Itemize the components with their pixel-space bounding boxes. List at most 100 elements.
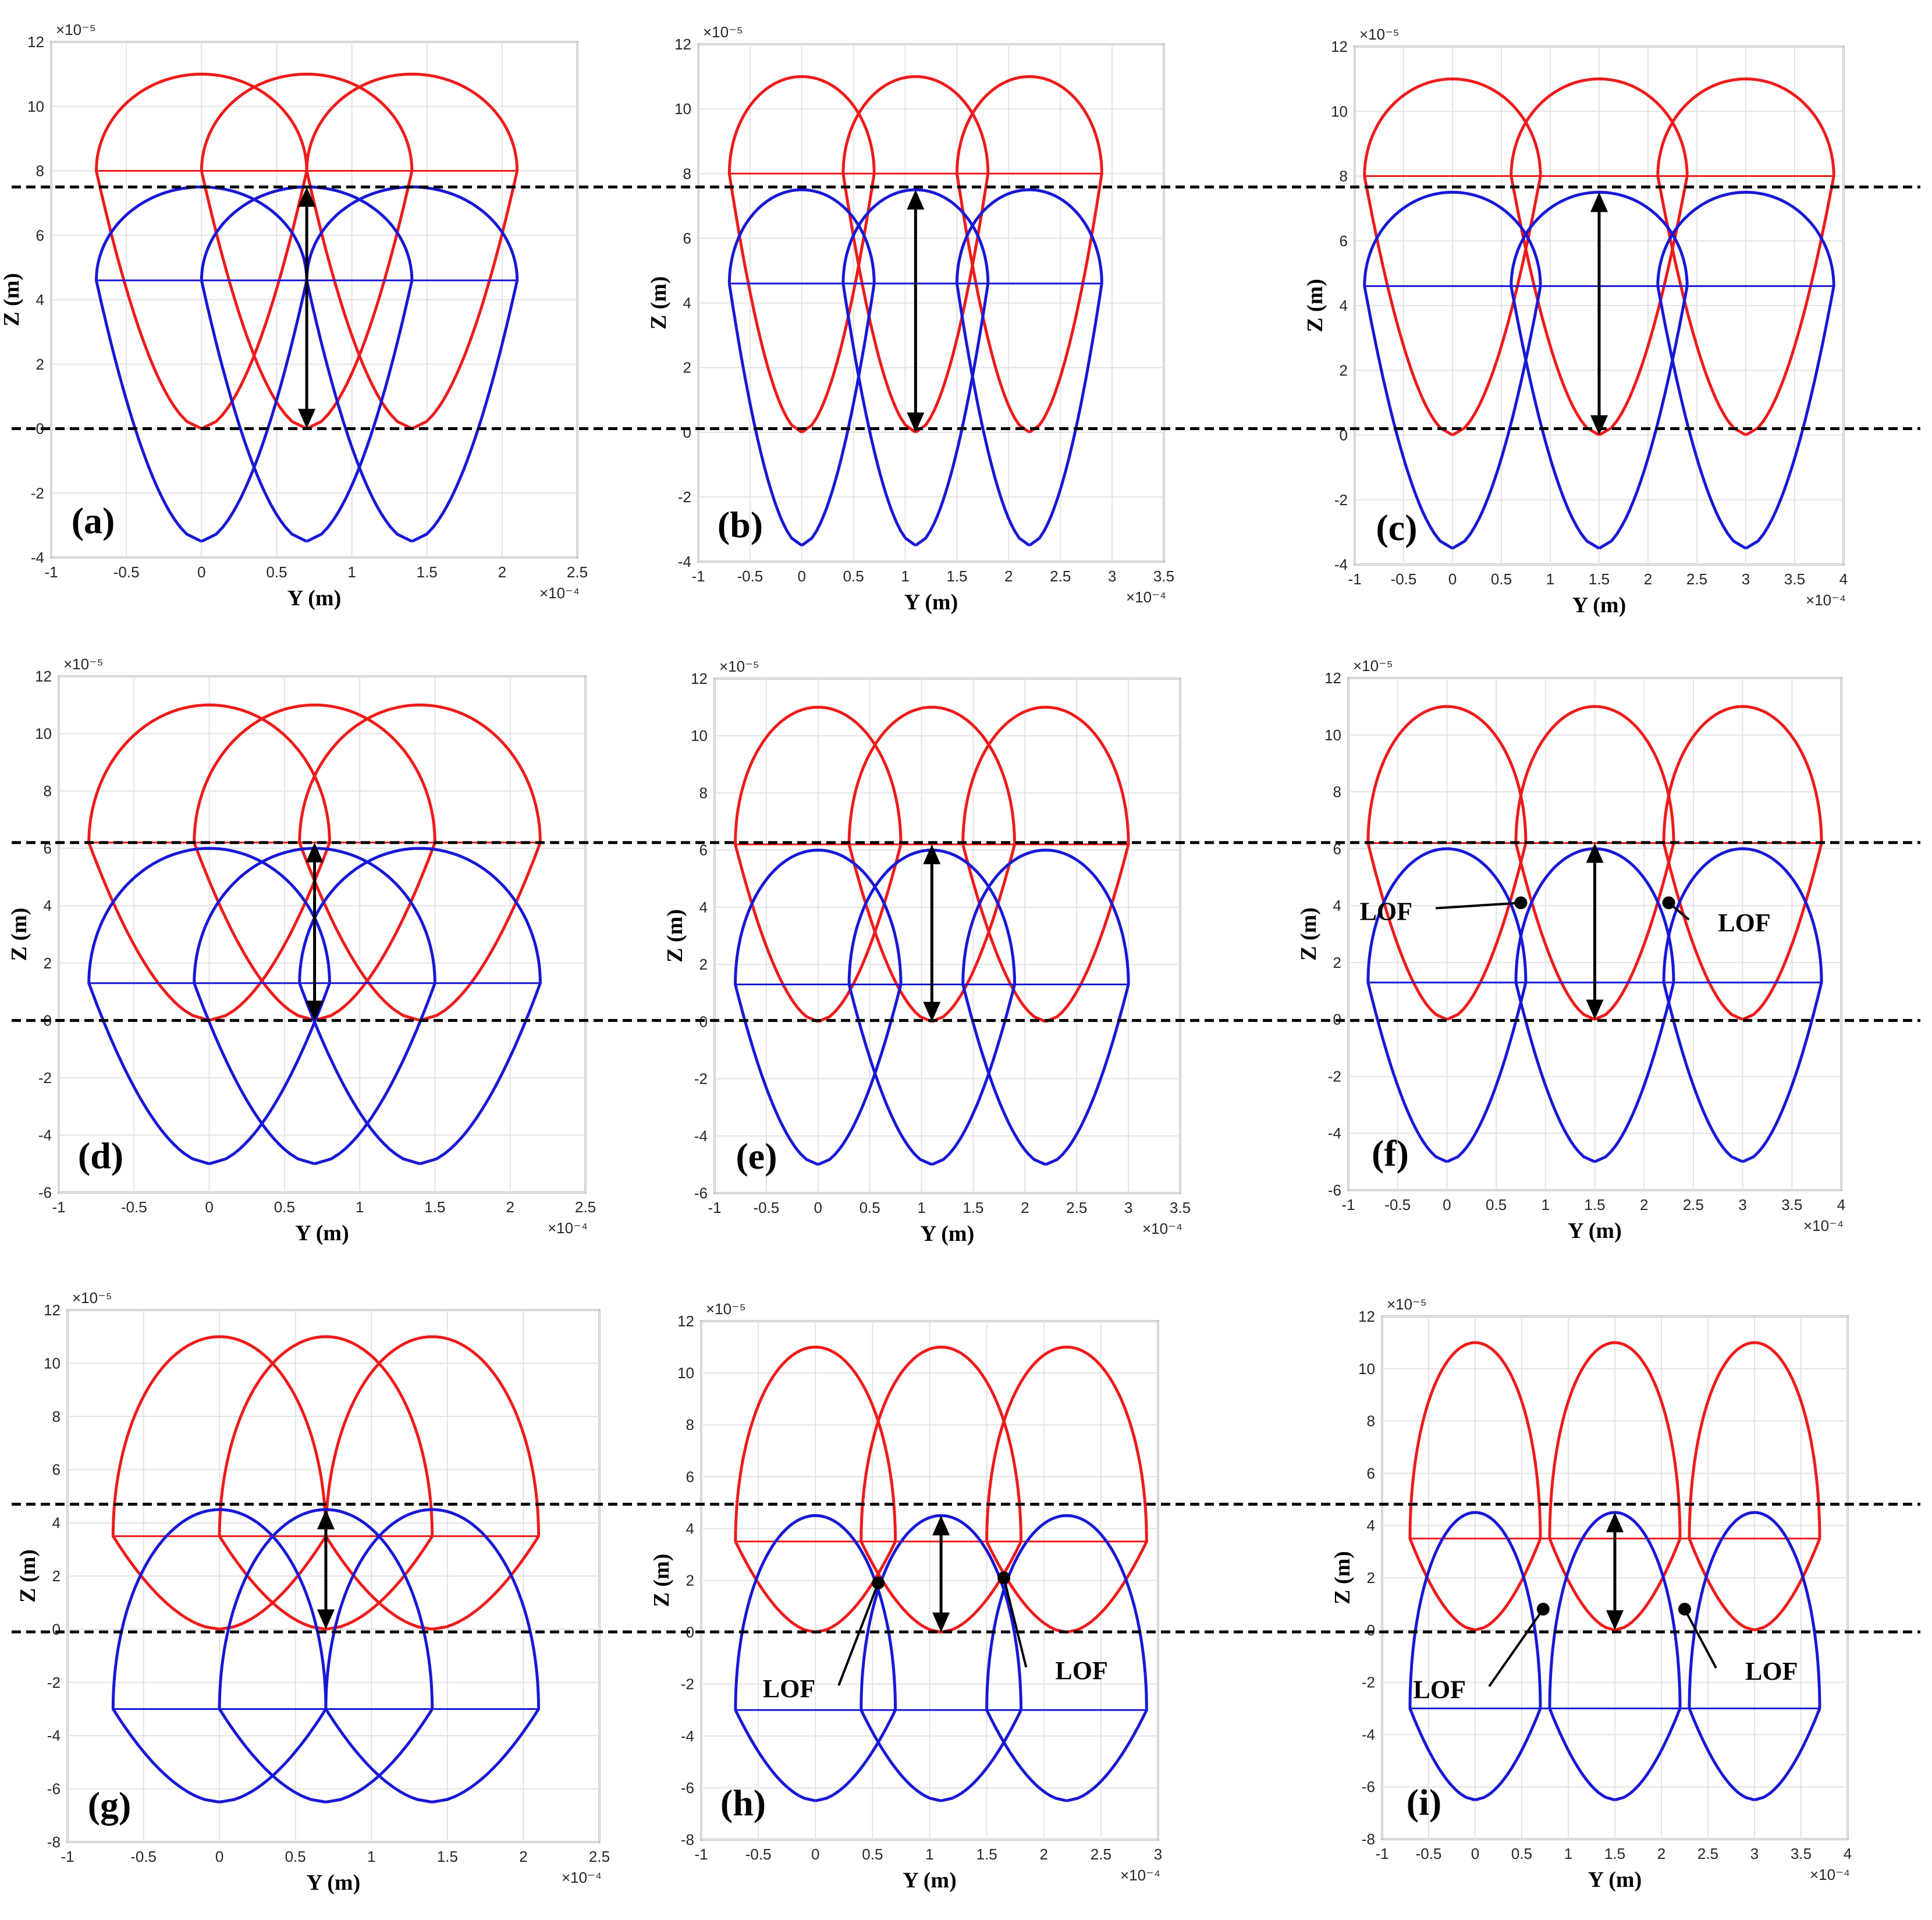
- blue-pool-outline: [1408, 1511, 1542, 1802]
- y-tick-label: 8: [1340, 168, 1348, 185]
- x-tick-label: 1.5: [976, 1846, 997, 1863]
- x-tick-label: -0.5: [1391, 570, 1417, 588]
- subplot-4: -1-0.500.511.522.533.5-6-4-2024681012×10…: [663, 658, 1191, 1246]
- blue-pool-outline: [734, 849, 903, 1166]
- y-tick-label: 10: [674, 100, 691, 118]
- y-tick-label: 8: [683, 165, 691, 182]
- y-tick-label: -6: [38, 1184, 52, 1201]
- lof-label: LOF: [1055, 1656, 1107, 1685]
- x-tick-label: 2: [1004, 567, 1013, 585]
- y-tick-label: 8: [686, 1416, 694, 1433]
- x-tick-label: -0.5: [753, 1199, 779, 1216]
- x-axis-label: Y (m): [904, 590, 958, 615]
- x-tick-label: 1: [901, 567, 909, 585]
- x-tick-label: 0: [1448, 570, 1457, 588]
- x-axis-label: Y (m): [295, 1221, 349, 1245]
- x-tick-label: 3: [1750, 1845, 1759, 1862]
- x-tick-label: 0.5: [266, 563, 287, 581]
- x-tick-label: 1.5: [1584, 1196, 1605, 1213]
- x-tick-label: 1: [917, 1199, 925, 1216]
- x-tick-label: 3.5: [1784, 570, 1805, 588]
- y-tick-label: 12: [44, 1301, 61, 1319]
- blue-pool-outline: [1366, 847, 1528, 1163]
- y-tick-label: 12: [35, 668, 52, 685]
- y-tick-label: 10: [44, 1354, 61, 1372]
- red-pool-outline: [1688, 1341, 1821, 1632]
- y-tick-label: 4: [1367, 1517, 1375, 1534]
- x-axis-label: Y (m): [1568, 1219, 1622, 1243]
- x-tick-label: -1: [1375, 1845, 1388, 1862]
- y-axis-label: Z (m): [1303, 279, 1327, 332]
- lof-dot: [1678, 1602, 1691, 1616]
- y-tick-label: 0: [1340, 427, 1348, 444]
- x-axis-label: Y (m): [287, 586, 342, 611]
- blue-pool-outline: [1363, 190, 1542, 550]
- x-tick-label: -1: [1348, 570, 1361, 588]
- y-tick-label: 12: [674, 36, 691, 53]
- blue-pool-outline: [111, 1508, 328, 1804]
- x-tick-label: -1: [52, 1198, 65, 1216]
- y-tick-label: 2: [686, 1572, 694, 1589]
- blue-pool-outline: [298, 847, 542, 1166]
- x-exponent: ×10⁻⁴: [1810, 1866, 1850, 1883]
- x-tick-label: -1: [61, 1848, 74, 1865]
- red-pool-outline: [218, 1335, 434, 1631]
- blue-pool-outline: [734, 1514, 897, 1802]
- red-pool-outline: [95, 72, 308, 430]
- lof-pointer: [1684, 1608, 1717, 1669]
- x-tick-label: 2: [519, 1848, 527, 1865]
- y-tick-label: 0: [1367, 1621, 1375, 1639]
- x-tick-label: 2: [1644, 570, 1652, 588]
- red-pool-outline: [727, 75, 876, 434]
- y-tick-label: 2: [683, 359, 691, 377]
- x-tick-label: 0.5: [860, 1199, 880, 1216]
- y-axis-label: Z (m): [7, 908, 31, 961]
- x-tick-label: 3.5: [1781, 1196, 1802, 1213]
- arrow-head-down: [317, 1609, 335, 1630]
- x-axis-label: Y (m): [903, 1868, 957, 1893]
- x-tick-label: 2: [498, 563, 506, 581]
- arrow-head-up: [306, 842, 324, 863]
- arrow-head-down: [1606, 1610, 1624, 1630]
- x-exponent: ×10⁻⁴: [1803, 1217, 1844, 1234]
- x-tick-label: 0: [798, 567, 806, 585]
- x-tick-label: 0.5: [843, 567, 864, 585]
- y-tick-label: -2: [694, 1070, 708, 1088]
- x-tick-label: 0: [811, 1846, 819, 1863]
- y-tick-label: 6: [699, 842, 708, 859]
- x-tick-label: 2.5: [589, 1848, 610, 1865]
- y-tick-label: 4: [44, 897, 52, 914]
- x-tick-label: 2.5: [1697, 1845, 1718, 1862]
- blue-pool-outline: [1688, 1511, 1821, 1802]
- lof-label: LOF: [1414, 1676, 1466, 1704]
- blue-pool-outline: [324, 1508, 540, 1804]
- y-tick-label: 2: [44, 954, 52, 972]
- y-tick-label: 0: [36, 420, 44, 438]
- panel-letter: (h): [720, 1782, 766, 1823]
- y-tick-label: -4: [1334, 556, 1348, 573]
- panels-layer: -1 -0.5 0 0.5 1 1.5 2 2.5-4-2024681012×10⁻⁵×10⁻…: [0, 21, 1852, 1895]
- x-tick-label: -0.5: [737, 567, 763, 585]
- y-tick-label: -2: [678, 488, 691, 506]
- y-exponent: ×10⁻⁵: [1353, 657, 1393, 675]
- blue-pool-outline: [87, 847, 331, 1166]
- blue-pool-outline: [218, 1508, 434, 1804]
- x-tick-label: 2.5: [567, 563, 588, 581]
- y-axis-label: Z (m): [0, 273, 24, 326]
- subplot-6: -1 -0.5 0 0.5 1 1.5 2 2.5 -8 -6 -4 -2 0 2 4 6 8 10 12 ×10⁻⁵…: [16, 1289, 610, 1895]
- y-tick-label: 4: [683, 294, 691, 312]
- y-tick-label: 2: [1367, 1569, 1375, 1587]
- x-tick-label: 0.5: [285, 1848, 306, 1865]
- y-axis-label: Z (m): [1330, 1551, 1355, 1605]
- panel-letter: (a): [72, 500, 115, 541]
- panel-letter: (i): [1407, 1781, 1441, 1823]
- lof-label: LOF: [1360, 897, 1412, 926]
- y-tick-label: 2: [1333, 954, 1341, 971]
- blue-pool-outline: [841, 188, 990, 547]
- y-exponent: ×10⁻⁵: [72, 1289, 112, 1307]
- y-tick-label: 2: [699, 956, 708, 973]
- arrow-head-up: [1586, 843, 1604, 863]
- y-tick-label: 12: [677, 1312, 694, 1330]
- x-tick-label: -0.5: [113, 563, 140, 581]
- y-tick-label: -4: [1328, 1124, 1341, 1142]
